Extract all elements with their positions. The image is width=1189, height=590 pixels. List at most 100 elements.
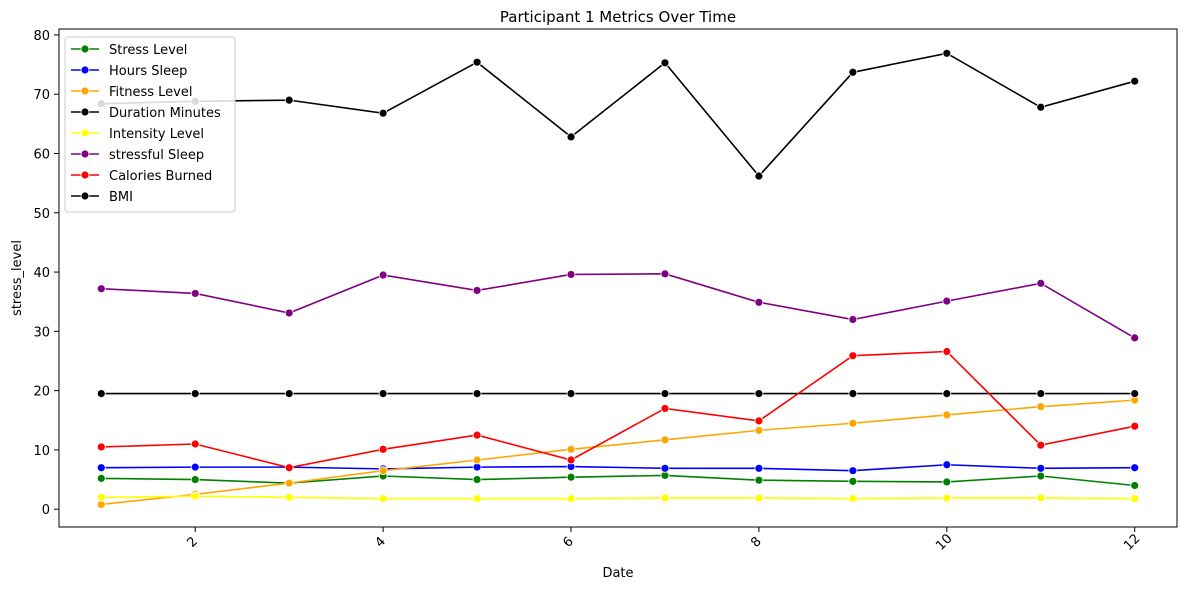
y-tick-label: 60 xyxy=(33,148,50,163)
data-point xyxy=(566,455,576,465)
data-point xyxy=(190,491,200,501)
y-tick-label: 10 xyxy=(33,444,50,459)
series-stressful-sleep xyxy=(96,269,1140,343)
data-point xyxy=(190,389,200,399)
series-line xyxy=(101,350,1135,469)
legend-marker xyxy=(80,86,90,96)
data-point xyxy=(1130,463,1140,473)
data-point xyxy=(1036,440,1046,450)
data-point xyxy=(1130,76,1140,86)
data-point xyxy=(190,462,200,472)
y-axis-title: stress_level xyxy=(10,240,25,316)
legend-label: Intensity Level xyxy=(109,127,204,142)
data-point xyxy=(660,269,670,279)
y-tick-label: 0 xyxy=(42,503,50,518)
data-point xyxy=(660,404,670,413)
y-tick-label: 50 xyxy=(33,207,50,222)
data-point xyxy=(472,57,482,67)
x-tick-label: 10 xyxy=(933,531,955,553)
y-tick-label: 20 xyxy=(33,385,50,400)
data-point xyxy=(284,308,294,318)
data-point xyxy=(1036,463,1046,473)
data-point xyxy=(754,463,764,473)
data-point xyxy=(1036,402,1046,412)
data-point xyxy=(284,492,294,502)
legend-label: stressful Sleep xyxy=(109,148,204,163)
data-point xyxy=(378,270,388,280)
data-point xyxy=(942,493,952,503)
data-point xyxy=(566,444,576,454)
data-point xyxy=(96,492,106,502)
y-tick-label: 30 xyxy=(33,325,50,340)
x-tick-label: 2 xyxy=(185,534,201,550)
data-point xyxy=(378,494,388,503)
data-point xyxy=(284,389,294,399)
data-point xyxy=(942,296,952,306)
data-point xyxy=(472,389,482,399)
data-point xyxy=(472,286,482,295)
data-point xyxy=(1036,102,1046,112)
data-point xyxy=(848,67,858,77)
x-tick-label: 6 xyxy=(560,534,576,550)
data-point xyxy=(660,463,670,473)
data-point xyxy=(660,389,670,399)
data-point xyxy=(378,444,388,454)
data-point xyxy=(754,475,764,485)
data-point xyxy=(96,473,106,483)
y-tick-label: 70 xyxy=(33,88,50,103)
data-point xyxy=(378,108,388,118)
x-axis-title: Date xyxy=(602,566,633,581)
data-point xyxy=(1036,389,1046,399)
legend-marker xyxy=(80,128,90,138)
legend-label: Duration Minutes xyxy=(109,106,221,121)
legend-label: Fitness Level xyxy=(109,85,192,100)
legend-marker xyxy=(80,65,90,75)
data-point xyxy=(472,475,482,484)
data-point xyxy=(566,270,576,279)
legend: Stress Level Hours Sleep Fitness Level Dura… xyxy=(64,36,236,213)
data-point xyxy=(848,315,858,324)
data-point xyxy=(190,475,200,484)
series-calories-burned xyxy=(96,347,1140,473)
data-point xyxy=(848,418,858,428)
series-intensity-level xyxy=(96,491,1140,503)
data-point xyxy=(942,389,952,399)
data-point xyxy=(754,425,764,435)
data-point xyxy=(566,132,576,142)
chart-title: Participant 1 Metrics Over Time xyxy=(500,8,736,26)
series-line xyxy=(101,273,1136,339)
data-point xyxy=(378,466,388,476)
data-point xyxy=(942,410,952,420)
data-point xyxy=(1130,481,1140,490)
y-tick-label: 80 xyxy=(33,29,50,44)
series-line xyxy=(101,463,1135,472)
data-point xyxy=(96,389,106,399)
data-point xyxy=(1036,278,1046,288)
data-point xyxy=(284,463,294,473)
series-layer xyxy=(96,48,1140,509)
data-point xyxy=(754,297,764,307)
data-point xyxy=(190,289,200,298)
data-point xyxy=(96,442,106,452)
legend-marker xyxy=(80,107,90,117)
data-point xyxy=(1130,333,1140,343)
data-point xyxy=(378,389,388,399)
legend-label: BMI xyxy=(109,190,133,205)
data-point xyxy=(96,284,106,294)
data-point xyxy=(848,476,858,486)
data-point xyxy=(96,463,106,473)
data-point xyxy=(848,466,858,476)
data-point xyxy=(848,351,858,361)
x-tick-label: 8 xyxy=(748,534,764,550)
data-point xyxy=(566,472,576,482)
data-point xyxy=(942,460,952,470)
legend-label: Stress Level xyxy=(109,43,187,58)
data-point xyxy=(284,478,294,488)
data-point xyxy=(1036,471,1046,481)
data-point xyxy=(1036,493,1046,503)
x-tick-label: 12 xyxy=(1121,531,1143,553)
legend-marker xyxy=(80,170,90,180)
data-point xyxy=(472,455,482,465)
series-line xyxy=(101,474,1135,487)
